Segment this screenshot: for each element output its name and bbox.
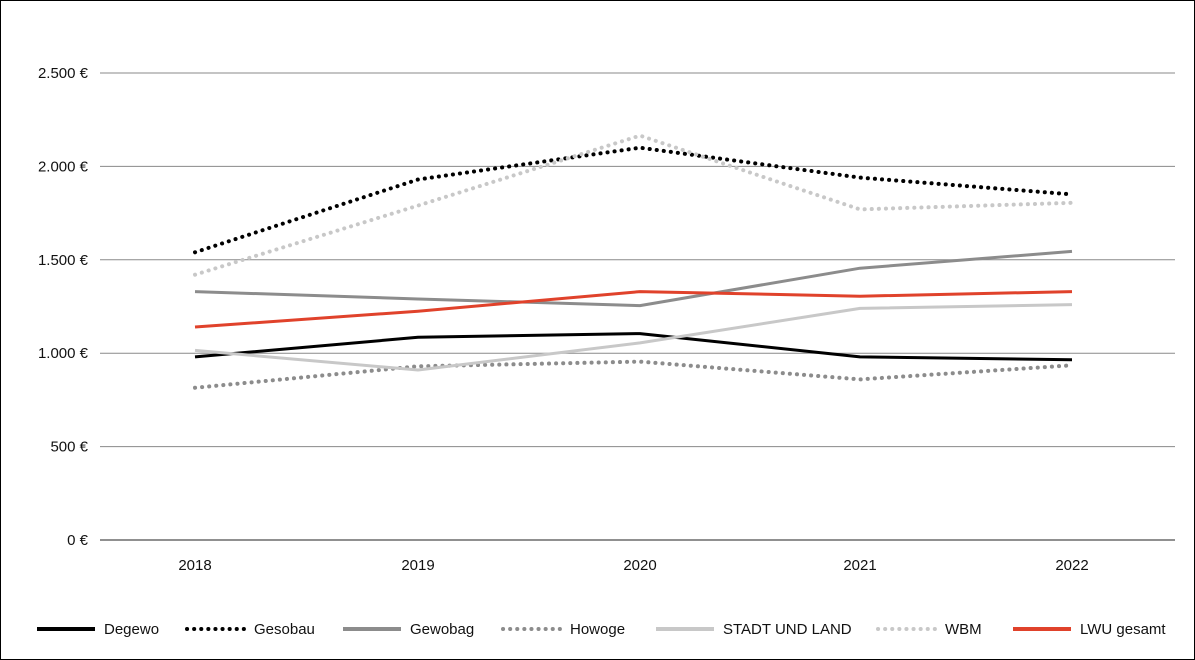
series-line-lwu-gesamt [194,290,1073,329]
legend-label: Gewobag [410,621,474,638]
x-tick-label: 2018 [178,557,211,574]
legend: Degewo Gesobau Gewobag Howoge STADT UND LAND… [37,621,1166,638]
x-axis-ticks: 2018 2019 2020 2021 2022 [178,557,1088,574]
x-tick-label: 2022 [1055,557,1088,574]
y-tick-label: 1.000 € [38,345,89,362]
legend-label: STADT UND LAND [723,621,852,638]
gridlines [100,72,1175,541]
y-tick-label: 1.500 € [38,252,89,269]
x-tick-label: 2021 [843,557,876,574]
series-line-wbm [193,133,1074,277]
series-line-gewobag [194,249,1073,308]
x-tick-label: 2020 [623,557,656,574]
x-tick-label: 2019 [401,557,434,574]
series-lines [193,133,1074,390]
legend-label: WBM [945,621,982,638]
legend-label: Gesobau [254,621,315,638]
legend-label: Degewo [104,621,159,638]
legend-label: LWU gesamt [1080,621,1166,638]
legend-label: Howoge [570,621,625,638]
y-tick-label: 0 € [67,532,89,549]
series-line-gesobau [193,145,1074,255]
series-line-howoge [193,359,1074,390]
y-tick-label: 500 € [50,439,88,456]
y-tick-label: 2.000 € [38,158,89,175]
y-axis-ticks: 0 € 500 € 1.000 € 1.500 € 2.000 € 2.500 € [38,65,89,549]
series-line-degewo [194,332,1073,362]
y-tick-label: 2.500 € [38,65,89,82]
series-line-stadt-und-land [194,303,1073,372]
